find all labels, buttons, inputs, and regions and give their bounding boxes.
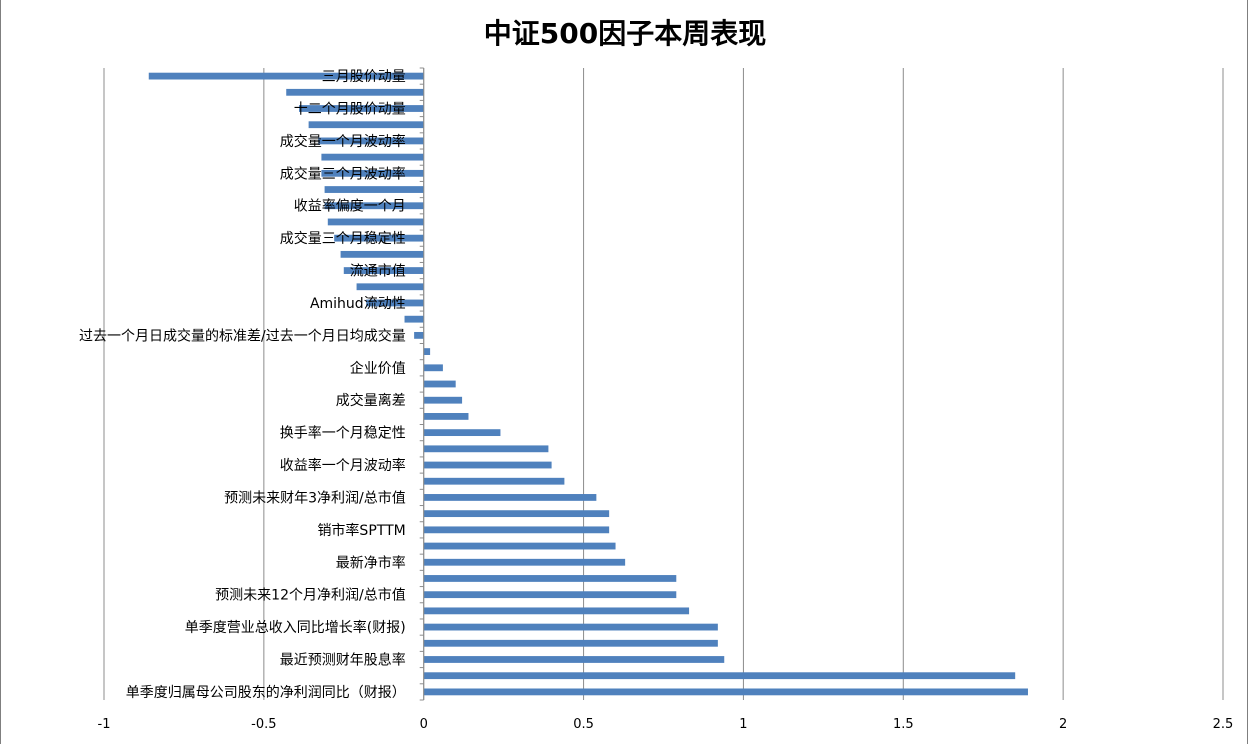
bar xyxy=(423,623,718,631)
chart-title: 中证500因子本周表现 xyxy=(483,17,767,50)
bar xyxy=(308,121,424,129)
bar xyxy=(404,315,424,323)
bar xyxy=(423,364,443,372)
bar xyxy=(423,607,690,615)
bar xyxy=(423,494,597,501)
x-tick-label: 1.5 xyxy=(893,717,914,732)
x-tick-label: -1 xyxy=(98,717,111,732)
y-category-label: 成交量一个月波动率 xyxy=(280,133,406,150)
bar xyxy=(334,234,424,242)
bar xyxy=(423,591,677,599)
bar xyxy=(423,639,718,647)
y-category-label: 三月股价动量 xyxy=(322,69,406,85)
bar xyxy=(423,429,501,437)
bar xyxy=(423,413,469,420)
bar xyxy=(423,510,610,518)
bar xyxy=(324,186,424,193)
y-category-label: 最新净市率 xyxy=(336,554,406,571)
bar xyxy=(423,445,549,453)
bar xyxy=(423,672,1016,680)
bar xyxy=(423,396,463,404)
bar xyxy=(414,331,424,339)
bar xyxy=(423,380,456,388)
bar xyxy=(356,283,424,291)
y-category-label: 最近预测财年股息率 xyxy=(280,651,406,668)
bar xyxy=(299,105,424,112)
y-category-label: 收益率一个月波动率 xyxy=(280,457,406,474)
y-category-label: 成交量三个月稳定性 xyxy=(280,230,406,247)
y-category-label: 成交量离差 xyxy=(336,392,406,409)
bar xyxy=(318,137,424,145)
bar xyxy=(423,558,626,566)
y-category-label: 收益率偏度一个月 xyxy=(294,198,406,215)
y-category-label: 单季度归属母公司股东的净利润同比（财报） xyxy=(126,684,406,701)
y-category-label: 流通市值 xyxy=(350,263,406,280)
y-category-label: 十二个月股价动量 xyxy=(294,102,406,118)
bar xyxy=(286,88,424,96)
x-tick-label: 0 xyxy=(420,717,428,732)
bar xyxy=(423,575,677,582)
y-category-label: Amihud流动性 xyxy=(310,296,406,312)
bar xyxy=(148,72,424,80)
y-category-label: 过去一个月日成交量的标准差/过去一个月日均成交量 xyxy=(79,327,406,344)
bar xyxy=(321,169,424,177)
bar xyxy=(321,153,424,161)
bar xyxy=(423,542,616,550)
bar xyxy=(340,250,424,258)
bar xyxy=(423,526,610,534)
bar xyxy=(343,267,424,274)
bar xyxy=(423,656,725,663)
y-category-label: 单季度营业总收入同比增长率(财报) xyxy=(185,619,406,636)
x-tick-label: 1 xyxy=(739,717,747,732)
y-category-label: 换手率一个月稳定性 xyxy=(280,425,406,442)
bar xyxy=(327,218,424,226)
y-category-label: 预测未来12个月净利润/总市值 xyxy=(215,587,406,604)
x-tick-label: -0.5 xyxy=(251,717,276,732)
bar xyxy=(324,202,424,210)
y-category-label: 预测未来财年3净利润/总市值 xyxy=(224,489,406,506)
y-category-label: 成交量三个月波动率 xyxy=(280,165,406,182)
bar xyxy=(423,348,431,355)
bar xyxy=(423,461,552,469)
bar xyxy=(366,299,424,307)
bar xyxy=(423,688,1028,696)
x-tick-label: 0.5 xyxy=(573,717,594,732)
x-tick-label: 2.5 xyxy=(1213,717,1234,732)
x-tick-label: 2 xyxy=(1059,717,1067,732)
bar xyxy=(423,477,565,485)
y-category-label: 销市率SPTTM xyxy=(317,522,405,539)
y-category-label: 企业价值 xyxy=(350,360,406,377)
